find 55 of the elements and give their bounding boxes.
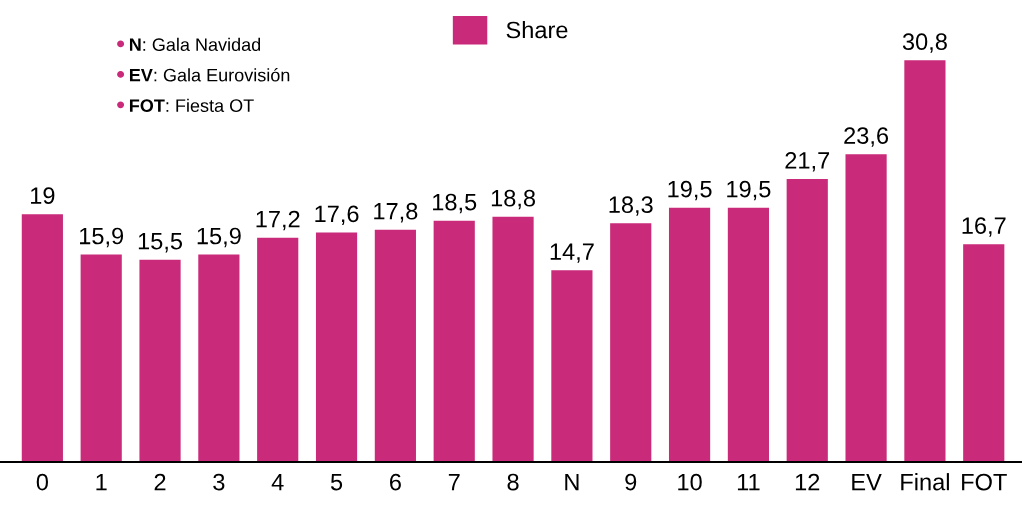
bar [198,254,240,462]
annotation: FOT: Fiesta OT [129,98,254,113]
data-label: 18,5 [433,193,477,214]
data-label: 15,9 [197,227,241,248]
bar [433,220,475,462]
bar [845,154,887,462]
x-tick-label: 9 [625,473,637,491]
x-tick-label: 12 [795,473,820,491]
x-tick-label: 8 [507,473,519,491]
data-label: 18,3 [609,196,653,216]
data-label: 19,5 [668,180,712,201]
bar [139,259,181,462]
text: N: Gala Navidad [129,37,261,52]
bar [904,60,946,462]
x-tick-label: 7 [448,473,460,491]
legend-label: Share [506,21,568,39]
bar [492,216,534,462]
bar [80,254,122,462]
x-tick-label: 0 [36,473,49,491]
bar [668,207,711,462]
bar [21,214,63,462]
bar [315,232,358,462]
x-tick-label: Final [901,473,949,491]
data-label: 17,8 [374,202,418,223]
x-tick-label: FOT [962,473,1007,491]
data-label: 19,5 [727,180,771,201]
data-label: 21,7 [785,152,830,172]
x-tick-label: 2 [154,473,166,491]
x-tick-label: 1 [96,473,107,491]
x-tick-label: 10 [678,473,702,491]
bar [257,237,299,462]
bar [963,244,1005,462]
data-label: 17,2 [256,210,300,231]
x-tick-label: 5 [330,473,343,491]
annotation: EV: Gala Eurovisión [129,68,290,82]
data-label: 30,8 [902,33,947,53]
data-label: 19 [31,187,55,204]
x-tick-label: 4 [271,473,284,491]
x-tick-label: 3 [213,473,225,491]
data-label: 23,6 [844,127,889,147]
bar [727,207,769,462]
bar [551,270,593,462]
x-tick-label: 11 [737,473,760,491]
bar [610,223,652,462]
data-label: 14,7 [550,243,594,263]
data-label: 16,7 [962,217,1006,237]
x-tick-label: EV [852,473,882,491]
x-tick-label: N [565,473,579,491]
x-tick-label: 6 [390,473,401,491]
data-label: 15,9 [80,227,124,248]
data-label: 18,8 [491,189,536,210]
bar [374,229,416,462]
data-label: 17,6 [315,205,359,225]
bar [786,178,828,462]
data-label: 15,5 [138,233,183,253]
